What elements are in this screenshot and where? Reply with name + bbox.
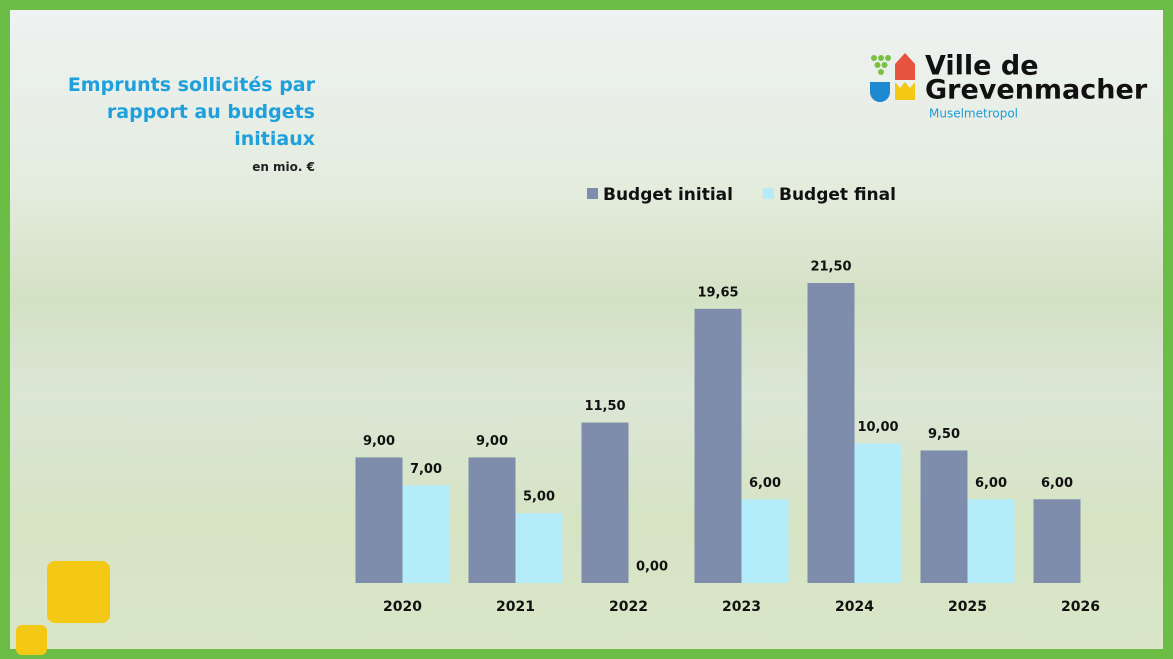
data-label: 19,65 [697, 285, 738, 300]
bar [694, 308, 742, 583]
data-label: 6,00 [749, 476, 781, 491]
bar [355, 457, 403, 583]
legend-swatch [587, 188, 598, 199]
bar [807, 283, 855, 583]
logo-icon [870, 53, 915, 102]
data-label: 6,00 [1041, 476, 1073, 491]
logo-text: Ville de [925, 51, 1039, 82]
data-label: 9,50 [928, 427, 960, 442]
logo-text: Grevenmacher [925, 75, 1148, 106]
x-tick-label: 2022 [609, 599, 648, 615]
bar [581, 422, 629, 583]
x-tick-label: 2020 [383, 599, 422, 615]
bar [854, 443, 902, 583]
legend-swatch [762, 188, 774, 199]
bar [468, 457, 516, 583]
x-tick-label: 2026 [1061, 599, 1100, 615]
x-tick-label: 2023 [722, 599, 761, 615]
x-tick-label: 2025 [948, 599, 987, 615]
legend-label: Budget initial [603, 185, 733, 205]
data-label: 0,00 [636, 560, 668, 575]
bar [920, 450, 968, 583]
data-label: 7,00 [410, 462, 442, 477]
bar [402, 485, 450, 583]
bar [515, 513, 563, 583]
data-label: 11,50 [584, 399, 625, 414]
legend-label: Budget final [779, 185, 896, 205]
bar [967, 499, 1015, 583]
logo-tagline: Muselmetropol [929, 107, 1018, 121]
data-label: 6,00 [975, 476, 1007, 491]
data-label: 5,00 [523, 490, 555, 505]
data-label: 21,50 [810, 260, 851, 275]
x-tick-label: 2021 [496, 599, 535, 615]
deco-square [47, 561, 110, 623]
data-label: 10,00 [857, 420, 898, 435]
data-label: 9,00 [363, 434, 395, 449]
chart-title: Emprunts sollicités par rapport au budge… [67, 74, 315, 150]
deco-square [16, 625, 47, 655]
data-label: 9,00 [476, 434, 508, 449]
chart-subtitle: en mio. € [252, 160, 315, 174]
bar [1033, 499, 1081, 583]
x-tick-label: 2024 [835, 599, 874, 615]
bar [741, 499, 789, 583]
